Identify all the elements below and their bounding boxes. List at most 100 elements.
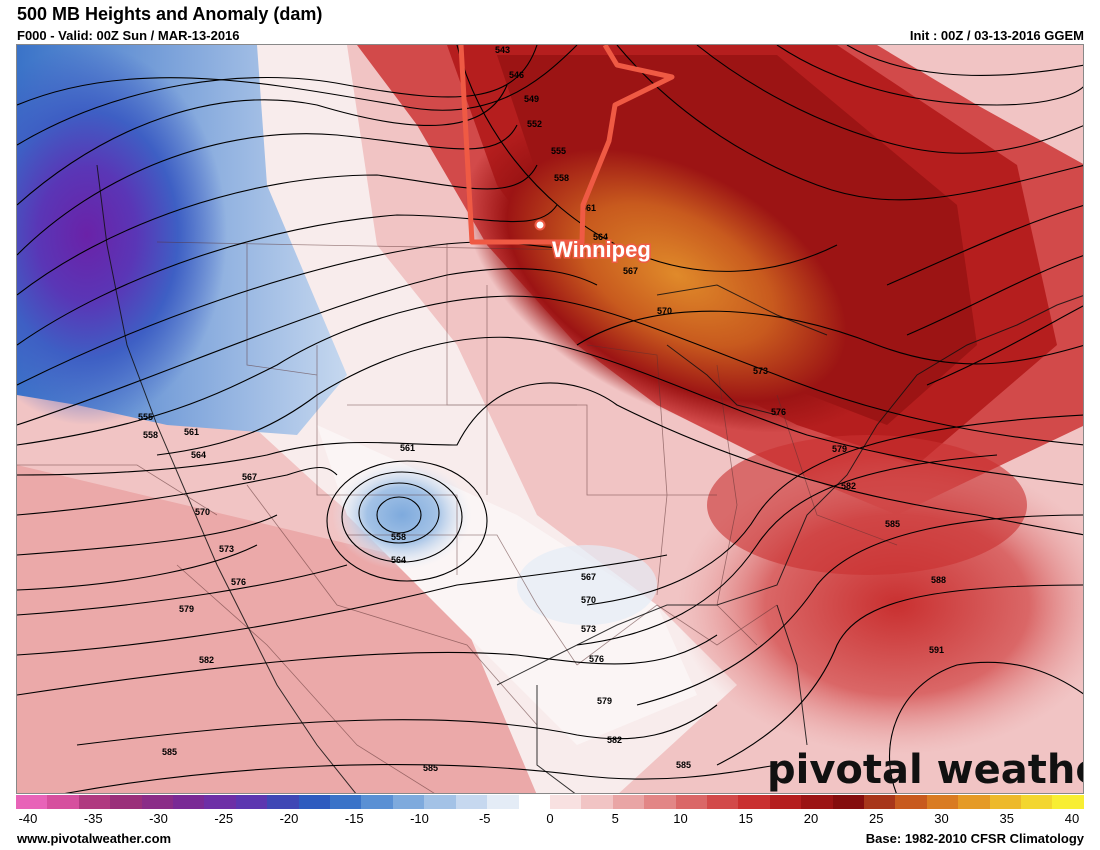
colorbar-tick: -15 xyxy=(344,811,364,826)
colorbar-swatch xyxy=(675,795,707,809)
contour-label: 567 xyxy=(581,572,596,582)
colorbar-swatch xyxy=(141,795,174,809)
colorbar-tick: 10 xyxy=(673,811,688,826)
colorbar-swatch xyxy=(518,795,550,809)
svg-text:pivotal weather: pivotal weather xyxy=(767,747,1084,793)
colorbar-tick: 35 xyxy=(999,811,1014,826)
anomaly-colorbar xyxy=(16,795,1084,809)
valid-time: F000 - Valid: 00Z Sun / MAR-13-2016 xyxy=(17,28,240,43)
colorbar-swatch xyxy=(204,795,236,809)
colorbar-swatch xyxy=(392,795,425,809)
colorbar-tick: 5 xyxy=(611,811,619,826)
contour-label: 573 xyxy=(219,544,234,554)
contour-label: 567 xyxy=(242,472,257,482)
colorbar-swatch xyxy=(361,795,393,809)
colorbar-tick: -20 xyxy=(279,811,299,826)
colorbar-swatch xyxy=(832,795,864,809)
colorbar-swatch xyxy=(612,795,645,809)
colorbar-swatch xyxy=(47,795,79,809)
colorbar-swatch xyxy=(895,795,927,809)
colorbar-swatch xyxy=(267,795,299,809)
colorbar-tick: -30 xyxy=(149,811,168,826)
contour-label: 564 xyxy=(391,555,406,565)
contour-label: 555 xyxy=(551,146,566,156)
source-url: www.pivotalweather.com xyxy=(17,831,172,846)
colorbar-swatch xyxy=(769,795,802,809)
colorbar-swatch xyxy=(644,795,676,809)
colorbar-ticks: -40 -35 -30 -25 -20 -15 -10 -5 0 5 10 15… xyxy=(16,811,1084,827)
contour-label: 570 xyxy=(657,306,672,316)
colorbar-tick: -40 xyxy=(18,811,38,826)
colorbar-swatch xyxy=(110,795,142,809)
contour-label: 561 xyxy=(184,427,199,437)
colorbar-tick: 15 xyxy=(738,811,753,826)
weather-map: 543 546 549 552 555 558 561 564 567 570 … xyxy=(16,44,1084,794)
colorbar-swatch xyxy=(926,795,959,809)
contour-label: 555 xyxy=(138,412,153,422)
contour-label: 558 xyxy=(391,532,406,542)
colorbar-swatch xyxy=(298,795,331,809)
contour-label: 579 xyxy=(832,444,847,454)
init-time: Init : 00Z / 03-13-2016 GGEM xyxy=(909,28,1084,43)
contour-label: 582 xyxy=(607,735,622,745)
contour-label: 573 xyxy=(581,624,596,634)
colorbar-swatch xyxy=(16,795,48,809)
colorbar-swatch xyxy=(330,795,362,809)
colorbar-swatch xyxy=(455,795,488,809)
colorbar-tick: -10 xyxy=(410,811,429,826)
contour-label: 546 xyxy=(509,70,524,80)
city-label: Winnipeg xyxy=(552,237,651,262)
colorbar-tick: 40 xyxy=(1064,811,1080,826)
colorbar-swatch xyxy=(738,795,770,809)
colorbar-tick: -35 xyxy=(83,811,103,826)
contour-label: 570 xyxy=(195,507,210,517)
contour-label: 561 xyxy=(400,443,415,453)
colorbar-swatch xyxy=(173,795,205,809)
colorbar-swatch xyxy=(989,795,1021,809)
colorbar-swatch xyxy=(549,795,582,809)
contour-label: 564 xyxy=(191,450,206,460)
colorbar-swatch xyxy=(1052,795,1084,809)
colorbar-tick: 30 xyxy=(934,811,949,826)
contour-label: 558 xyxy=(143,430,158,440)
contour-label: 579 xyxy=(179,604,194,614)
contour-label: 585 xyxy=(423,763,438,773)
contour-labels: 543 546 549 552 555 558 561 564 567 570 … xyxy=(138,45,946,773)
colorbar-swatch xyxy=(487,795,519,809)
contour-label: 573 xyxy=(753,366,768,376)
map-title: 500 MB Heights and Anomaly (dam) xyxy=(17,4,323,24)
colorbar-swatch xyxy=(958,795,990,809)
colorbar-tick: 0 xyxy=(546,811,554,826)
contour-label: 582 xyxy=(841,481,856,491)
colorbar-swatch xyxy=(863,795,896,809)
city-marker xyxy=(534,219,546,231)
colorbar-swatch xyxy=(1021,795,1053,809)
contour-label: 579 xyxy=(597,696,612,706)
colorbar-tick: -25 xyxy=(214,811,234,826)
colorbar-swatch xyxy=(424,795,456,809)
colorbar-tick: -5 xyxy=(478,811,491,826)
colorbar-tick: 20 xyxy=(803,811,819,826)
contour-label: 591 xyxy=(929,645,944,655)
contour-label: 543 xyxy=(495,45,510,55)
contour-label: 585 xyxy=(885,519,900,529)
contour-label: 576 xyxy=(589,654,604,664)
colorbar-swatch xyxy=(235,795,268,809)
contour-label: 558 xyxy=(554,173,569,183)
contour-label: 582 xyxy=(199,655,214,665)
contour-label: 585 xyxy=(162,747,177,757)
colorbar-swatch xyxy=(581,795,613,809)
climatology-base: Base: 1982-2010 CFSR Climatology xyxy=(865,831,1084,846)
manitoba-boundary xyxy=(458,45,675,245)
contour-label: 561 xyxy=(581,203,596,213)
contour-label: 552 xyxy=(527,119,542,129)
contour-label: 576 xyxy=(771,407,786,417)
colorbar-swatch xyxy=(801,795,833,809)
watermark: pivotal weather xyxy=(767,747,1084,793)
contour-label: 564 xyxy=(593,232,608,242)
colorbar-tick: 25 xyxy=(869,811,884,826)
contour-label: 567 xyxy=(623,266,638,276)
contour-label: 570 xyxy=(581,595,596,605)
colorbar-swatch xyxy=(706,795,739,809)
contour-label: 576 xyxy=(231,577,246,587)
